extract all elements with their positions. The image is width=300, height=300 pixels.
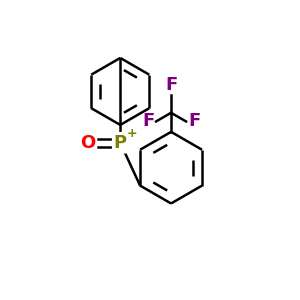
Text: O: O xyxy=(80,134,95,152)
Text: P: P xyxy=(114,134,127,152)
Text: F: F xyxy=(142,112,154,130)
Text: +: + xyxy=(127,127,138,140)
Text: F: F xyxy=(165,76,177,94)
Text: F: F xyxy=(188,112,200,130)
